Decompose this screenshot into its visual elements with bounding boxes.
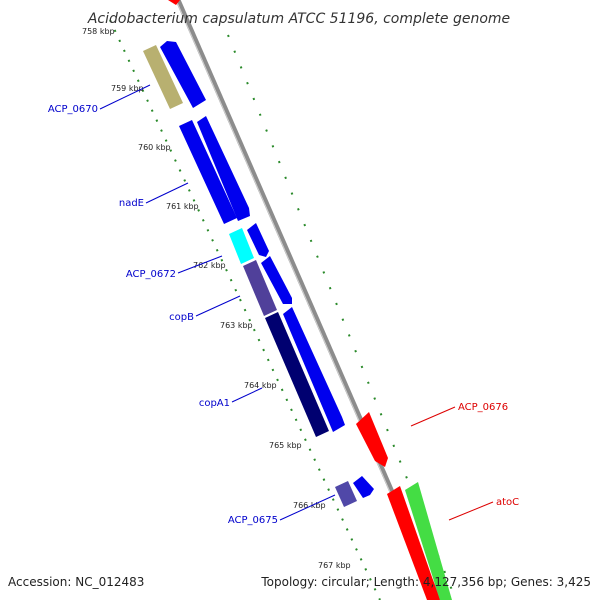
tick-label: 760 kbp: [138, 143, 171, 152]
gene-arrow-blue-1: [160, 41, 206, 108]
gene-arrow-nade-a: [179, 120, 237, 224]
gene-label-acp-0670: ACP_0670: [48, 104, 98, 115]
gene-arrow-acp-0675: [335, 481, 357, 507]
gene-arrow-copa1: [265, 312, 329, 437]
tick-label: 763 kbp: [220, 321, 253, 330]
gene-arrow-blue-5: [353, 476, 374, 498]
gene-label-copa1: copA1: [199, 398, 230, 409]
gene-arrow-copb: [243, 260, 277, 316]
map-title: Acidobacterium capsulatum ATCC 51196, co…: [87, 11, 510, 27]
tick-label: 766 kbp: [293, 501, 326, 510]
tick-label: 759 kbp: [111, 84, 144, 93]
gene-arrow-acp-0670: [143, 45, 183, 109]
leader-line: [279, 494, 336, 521]
inner-tick-dots: [109, 19, 381, 600]
leader-line: [145, 182, 189, 204]
accession-text: Accession: NC_012483: [8, 575, 144, 589]
tick-label: 767 kbp: [318, 561, 351, 570]
gene-arrow-atoc-red: [387, 486, 440, 600]
tick-label: 764 kbp: [244, 381, 277, 390]
gene-label-nade: nadE: [119, 198, 144, 209]
genome-summary: Topology: circular; Length: 4,127,356 bp…: [260, 575, 591, 589]
gene-arrow-atoc: [405, 482, 452, 600]
tick-label: 762 kbp: [193, 261, 226, 270]
tick-label: 765 kbp: [269, 441, 302, 450]
leader-line: [195, 295, 241, 317]
gene-label-atoc: atoC: [496, 497, 519, 508]
gene-label-acp-0675: ACP_0675: [228, 515, 278, 526]
gene-arrow-acp-0676: [356, 412, 388, 467]
gene-arrow-blue-4: [283, 307, 345, 432]
gene-arrow-blue-3: [261, 256, 292, 304]
gene-arrow-blue-2: [247, 223, 269, 257]
gene-fragment-top: [168, 0, 180, 5]
leader-line: [99, 84, 151, 110]
gene-label-acp-0672: ACP_0672: [126, 269, 176, 280]
tick-label: 758 kbp: [82, 27, 115, 36]
gene-label-acp-0676: ACP_0676: [458, 402, 508, 413]
gene-label-copb: copB: [169, 312, 194, 323]
leader-line: [448, 501, 494, 521]
gene-arrow-nade-b: [197, 116, 250, 221]
leader-line: [177, 255, 223, 274]
gene-arrow-acp-0672: [229, 228, 254, 264]
leader-line: [231, 387, 263, 403]
leader-line: [410, 406, 456, 427]
tick-label: 761 kbp: [166, 202, 199, 211]
